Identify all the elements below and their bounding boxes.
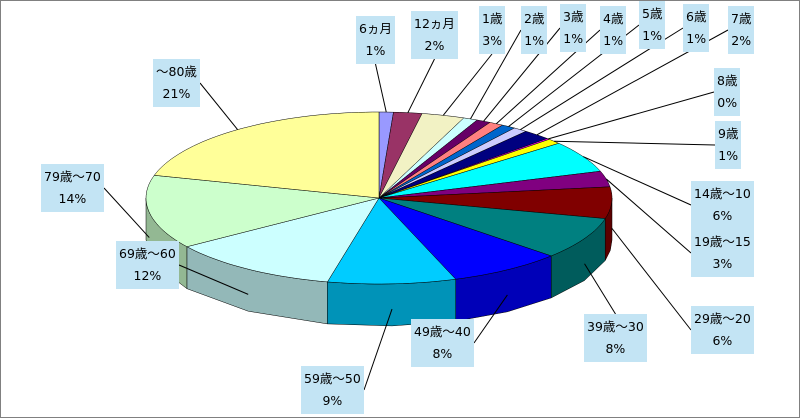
data-label-value: 12% (133, 268, 162, 283)
data-label-value: 3% (712, 256, 733, 271)
leader-line (470, 29, 522, 120)
data-label-value: 8% (432, 346, 453, 361)
data-label: 5歳 1% (639, 1, 666, 49)
data-label-category: 6歳 (686, 9, 707, 24)
data-label: 4歳 1% (600, 6, 627, 54)
data-label-category: 8歳 (717, 73, 738, 88)
data-label: 3歳 1% (560, 4, 587, 52)
data-label-category: 2歳 (524, 11, 545, 26)
leader-line (582, 156, 692, 206)
data-label: 12ヵ月 2% (411, 11, 458, 59)
leader-line (407, 58, 435, 113)
data-label-category: 5歳 (642, 6, 663, 21)
data-label-category: 3歳 (563, 9, 584, 24)
slice-14 (378, 197, 606, 257)
data-label-value: 9% (322, 393, 343, 408)
data-label-category: 〜80歳 (156, 64, 197, 79)
slice-18 (145, 175, 380, 247)
data-label-value: 6% (712, 208, 733, 223)
data-label-value: 1% (642, 28, 663, 43)
data-label-value: 8% (605, 341, 626, 356)
leader-line (178, 264, 249, 295)
data-label: 49歳〜40 8% (411, 319, 474, 367)
data-label-category: 7歳 (731, 11, 752, 26)
data-label-value: 6% (712, 333, 733, 348)
data-label-category: 49歳〜40 (414, 324, 471, 339)
data-label: 9歳 1% (715, 121, 742, 169)
leader-line (442, 53, 493, 116)
leader-line (548, 91, 715, 140)
data-label-value: 1% (603, 33, 624, 48)
data-label-category: 1歳 (482, 11, 503, 26)
data-label-category: 79歳〜70 (44, 169, 101, 184)
data-label: 6歳 1% (683, 4, 710, 52)
data-label: 7歳 2% (728, 6, 755, 54)
leader-line (103, 187, 150, 238)
data-label-category: 29歳〜20 (694, 311, 751, 326)
data-label-category: 69歳〜60 (119, 246, 176, 261)
leader-line (375, 63, 387, 113)
data-label-value: 3% (482, 33, 503, 48)
leader-line (199, 82, 239, 130)
slice-15 (378, 197, 552, 280)
data-label-value: 1% (563, 31, 584, 46)
data-label-value: 1% (365, 43, 386, 58)
data-label: 14歳〜10 6% (691, 181, 754, 229)
data-label: 6ヵ月 1% (356, 16, 395, 64)
data-label: 39歳〜30 8% (584, 314, 647, 362)
slice-16 (326, 197, 457, 285)
data-label-value: 14% (58, 191, 87, 206)
data-label: 79歳〜70 14% (41, 164, 104, 212)
data-label-value: 21% (162, 86, 191, 101)
data-label-category: 39歳〜30 (587, 319, 644, 334)
data-label-value: 0% (717, 95, 738, 110)
data-label: 8歳 0% (714, 68, 741, 116)
slice-8 (378, 131, 549, 199)
data-label-value: 1% (718, 148, 739, 163)
data-label-category: 14歳〜10 (694, 186, 751, 201)
data-label-value: 1% (524, 33, 545, 48)
data-label: 〜80歳 21% (153, 59, 200, 107)
leader-line (363, 308, 393, 391)
leader-line (584, 263, 616, 315)
data-label-value: 1% (686, 31, 707, 46)
data-label-value: 2% (731, 33, 752, 48)
slice-2 (378, 113, 465, 199)
data-label-category: 6ヵ月 (359, 21, 392, 36)
data-label-category: 59歳〜50 (304, 371, 361, 386)
leader-line (473, 294, 508, 344)
data-label-category: 19歳〜15 (694, 234, 751, 249)
slice-17 (186, 197, 380, 283)
data-label: 19歳〜15 3% (691, 229, 754, 277)
data-label: 69歳〜60 12% (116, 241, 179, 289)
data-label-category: 4歳 (603, 11, 624, 26)
data-label: 59歳〜50 9% (301, 366, 364, 414)
data-label-value: 2% (424, 38, 445, 53)
data-label: 2歳 1% (521, 6, 548, 54)
data-label: 29歳〜20 6% (691, 306, 754, 354)
leader-line (605, 178, 692, 254)
data-label-category: 9歳 (718, 126, 739, 141)
data-label: 1歳 3% (479, 6, 506, 54)
leader-line (554, 140, 716, 146)
data-label-category: 12ヵ月 (414, 16, 455, 31)
leader-line (611, 227, 692, 331)
slice-13 (378, 186, 613, 219)
slice-11 (378, 143, 601, 199)
